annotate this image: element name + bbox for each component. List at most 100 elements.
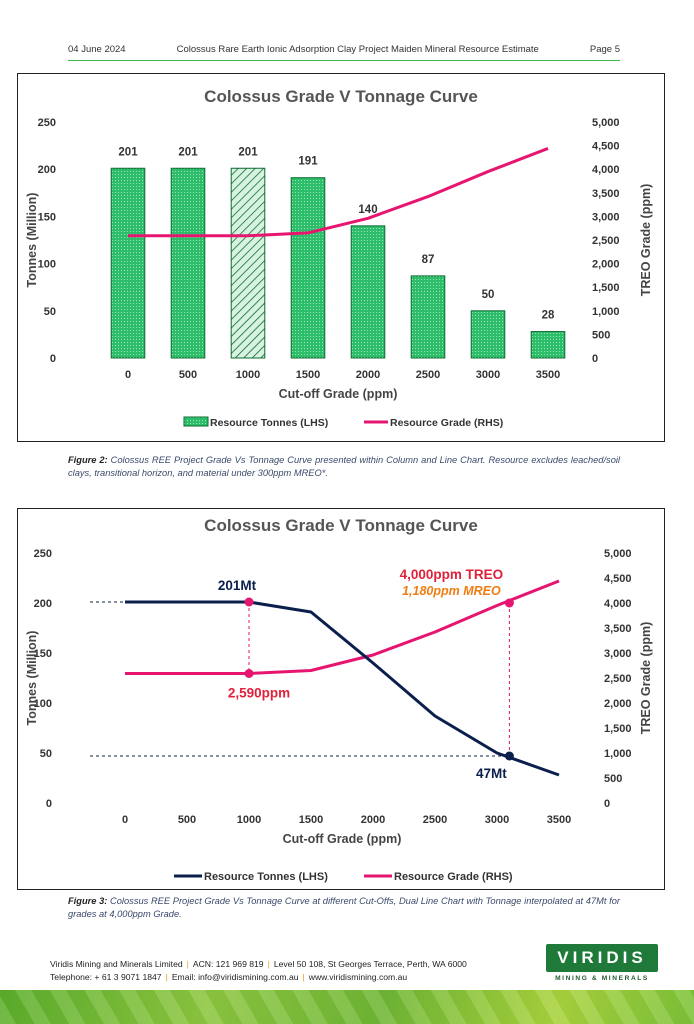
header-page-number: Page 5 — [589, 44, 620, 55]
tonnes-bar — [530, 331, 566, 359]
y-left-tick-label: 250 — [38, 117, 56, 129]
y-right-tick-label: 5,000 — [592, 117, 620, 129]
x-tick-label: 3500 — [536, 369, 560, 381]
x-tick-label: 1500 — [296, 369, 320, 381]
figure-3-text: Colossus REE Project Grade Vs Tonnage Cu… — [68, 896, 621, 919]
chart-2-box: Colossus Grade V Tonnage Curve 0 50 100 150 2… — [17, 508, 665, 890]
chart-title: Colossus Grade V Tonnage Curve — [204, 516, 478, 535]
y-left-axis-label: Tonnes (Million) — [25, 193, 39, 288]
y-right-tick-label: 5,000 — [604, 548, 632, 560]
x-tick-label: 3500 — [547, 814, 571, 826]
legend-tonnes-label: Resource Tonnes (LHS) — [204, 871, 328, 883]
x-tick-label: 1000 — [237, 814, 261, 826]
x-tick-label: 1000 — [236, 369, 260, 381]
bar-data-label: 191 — [298, 156, 318, 168]
y-right-tick-label: 2,000 — [592, 259, 620, 271]
footer-acn: ACN: 121 969 819 — [192, 959, 264, 969]
y-right-tick-label: 500 — [604, 773, 622, 785]
legend-tonnes-label: Resource Tonnes (LHS) — [210, 417, 328, 429]
y-right-tick-label: 1,000 — [604, 748, 632, 760]
marker-2590ppm — [244, 669, 254, 678]
y-right-tick-label: 0 — [604, 798, 610, 810]
x-tick-label: 2500 — [416, 369, 440, 381]
annotation-2590ppm: 2,590ppm — [228, 686, 290, 701]
tonnes-bar — [110, 167, 146, 359]
figure-2-caption: Figure 2: Colossus REE Project Grade Vs … — [68, 454, 620, 480]
header-title: Colossus Rare Earth Ionic Adsorption Cla… — [176, 44, 539, 55]
annotation-201mt: 201Mt — [218, 578, 257, 593]
annotation-1180ppm-mreo: 1,180ppm MREO — [402, 584, 501, 598]
grade-line — [125, 579, 560, 675]
y-right-tick-label: 4,000 — [604, 598, 632, 610]
tonnes-bar — [350, 225, 386, 359]
y-left-tick-label: 50 — [40, 748, 52, 760]
y-right-tick-label: 500 — [592, 329, 610, 341]
y-right-tick-label: 2,000 — [604, 698, 632, 710]
y-left-tick-label: 50 — [44, 306, 56, 318]
tonnes-bar — [170, 167, 206, 359]
bar-data-label: 87 — [422, 254, 435, 266]
tonnes-bar — [230, 167, 266, 359]
y-left-tick-label: 200 — [38, 164, 56, 176]
x-axis-label: Cut-off Grade (ppm) — [279, 387, 398, 401]
footer-website[interactable]: www.viridismining.com.au — [308, 972, 408, 982]
figure-3-caption: Figure 3: Colossus REE Project Grade Vs … — [68, 895, 620, 921]
y-right-tick-label: 2,500 — [604, 673, 632, 685]
figure-2-label: Figure 2: — [68, 455, 108, 465]
footer-band-pattern — [0, 990, 694, 1024]
footer-email[interactable]: Email: info@viridismining.com.au — [171, 972, 299, 982]
marker-4000ppm — [504, 598, 514, 608]
x-tick-label: 2000 — [361, 814, 385, 826]
x-axis-label: Cut-off Grade (ppm) — [283, 832, 402, 846]
bar-data-label: 201 — [178, 146, 198, 158]
y-right-tick-label: 1,000 — [592, 306, 620, 318]
x-tick-label: 3000 — [485, 814, 509, 826]
y-right-tick-label: 4,500 — [592, 141, 620, 153]
y-right-tick-label: 2,500 — [592, 235, 620, 247]
tonnes-bar — [470, 310, 506, 359]
legend-grade-label: Resource Grade (RHS) — [390, 417, 503, 429]
y-left-tick-label: 100 — [34, 698, 52, 710]
bar-data-label: 201 — [238, 146, 258, 158]
footer-phone: Telephone: + 61 3 9071 1847 — [50, 972, 162, 982]
y-right-tick-label: 3,500 — [592, 188, 620, 200]
chart-1-box: Colossus Grade V Tonnage Curve 0 50 100 150 2… — [17, 73, 665, 442]
y-right-tick-label: 1,500 — [592, 282, 620, 294]
legend-grade-label: Resource Grade (RHS) — [394, 871, 513, 883]
tonnes-bar — [410, 275, 446, 359]
logo-tagline: MINING & MINERALS — [555, 975, 649, 982]
annotation-47mt: 47Mt — [476, 766, 507, 781]
figure-2-text: Colossus REE Project Grade Vs Tonnage Cu… — [68, 455, 620, 478]
logo-wordmark: VIRIDIS — [546, 944, 658, 972]
page-footer: Viridis Mining and Minerals Limited | ACN:… — [50, 959, 467, 982]
y-right-axis-label: TREO Grade (ppm) — [639, 184, 653, 297]
chart-2-svg: Colossus Grade V Tonnage Curve 0 50 100 150 2… — [25, 516, 653, 883]
marker-47mt — [504, 751, 514, 761]
bar-data-label: 28 — [542, 310, 555, 322]
y-right-tick-label: 0 — [592, 353, 598, 365]
viridis-logo: VIRIDIS MINING & MINERALS — [546, 944, 658, 982]
x-tick-label: 0 — [122, 814, 128, 826]
marker-201mt — [244, 597, 254, 607]
x-tick-label: 3000 — [476, 369, 500, 381]
y-left-tick-label: 0 — [46, 798, 52, 810]
bar-data-label: 140 — [358, 204, 377, 216]
chart-1-svg: Colossus Grade V Tonnage Curve 0 50 100 150 2… — [25, 87, 653, 429]
y-left-tick-label: 150 — [34, 648, 52, 660]
x-tick-label: 2000 — [356, 369, 380, 381]
y-left-axis-label: Tonnes (Million) — [25, 631, 39, 726]
y-right-tick-label: 3,500 — [604, 623, 632, 635]
x-tick-label: 500 — [179, 369, 197, 381]
page-header: 04 June 2024 Colossus Rare Earth Ionic A… — [68, 44, 620, 55]
tonnes-line — [125, 600, 560, 777]
footer-address: Level 50 108, St Georges Terrace, Perth,… — [273, 959, 467, 969]
grade-line — [128, 147, 549, 238]
y-left-tick-label: 100 — [38, 259, 56, 271]
y-left-tick-label: 200 — [34, 598, 52, 610]
y-right-tick-label: 3,000 — [592, 211, 620, 223]
figure-3-label: Figure 3: — [68, 896, 108, 906]
header-rule — [68, 60, 620, 61]
bar-data-label: 50 — [482, 289, 495, 301]
y-right-tick-label: 4,000 — [592, 164, 620, 176]
x-tick-label: 500 — [178, 814, 196, 826]
